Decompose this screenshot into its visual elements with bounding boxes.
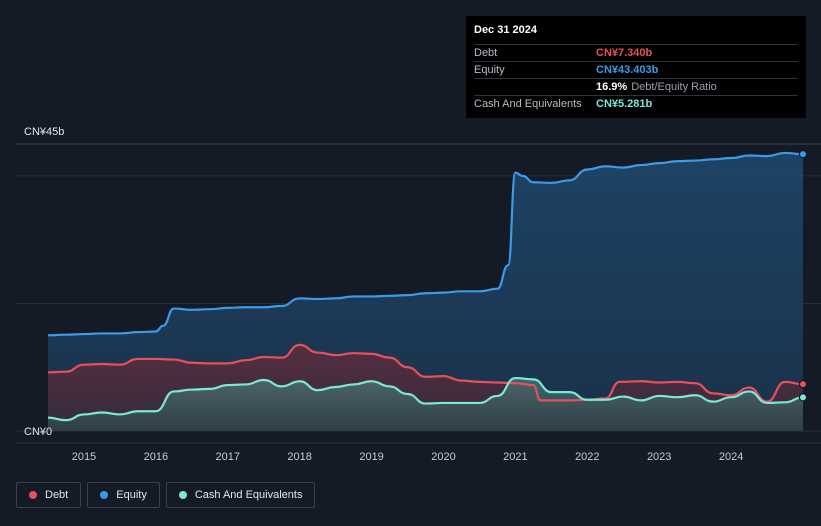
tooltip-date: Dec 31 2024 — [474, 24, 537, 36]
tooltip-value-ratio: 16.9% — [596, 81, 628, 93]
x-tick-label: 2015 — [72, 451, 96, 463]
tooltip-row-ratio: 16.9% Debt/Equity Ratio — [474, 78, 798, 95]
x-tick-label: 2018 — [287, 451, 311, 463]
legend-dot-equity-icon — [100, 491, 109, 499]
tooltip-value-debt: CN¥7.340b — [596, 47, 653, 59]
tooltip-label: Equity — [474, 64, 505, 76]
x-tick-label: 2020 — [431, 451, 455, 463]
line-equity — [47, 151, 804, 337]
series-endpoints — [798, 149, 808, 402]
legend-item-equity[interactable]: Equity — [87, 482, 160, 508]
endpoint-debt — [798, 379, 808, 389]
endpoint-equity — [798, 149, 808, 159]
tooltip-label — [474, 79, 596, 95]
x-tick-label: 2019 — [359, 451, 383, 463]
y-tick-label: CN¥45b — [24, 126, 64, 138]
legend-label: Equity — [116, 489, 147, 501]
tooltip-value-cash: CN¥5.281b — [596, 98, 653, 110]
line-cash-and-equivalents — [47, 376, 804, 422]
y-axis-labels: CN¥45b CN¥0 — [24, 126, 64, 438]
x-tick-label: 2022 — [575, 451, 599, 463]
x-tick-label: 2023 — [647, 451, 671, 463]
legend-dot-cash-icon — [178, 491, 187, 499]
x-axis-labels: 2015 2016 2017 2018 2019 2020 2021 2022 2023 2024 — [72, 451, 744, 463]
endpoint-cash-and-equivalents — [798, 393, 808, 402]
line-debt — [47, 343, 804, 403]
legend-item-debt[interactable]: Debt — [16, 482, 82, 508]
tooltip-label: Debt — [474, 47, 498, 59]
x-tick-label: 2021 — [503, 451, 527, 463]
legend-dot-debt-icon — [29, 491, 37, 499]
tooltip-label: Cash And Equivalents — [474, 98, 582, 110]
legend-label: Debt — [45, 489, 69, 501]
y-tick-label: CN¥0 — [24, 426, 52, 438]
legend-label: Cash And Equivalents — [194, 489, 303, 501]
tooltip-row-equity: Equity CN¥43.403b — [474, 61, 798, 78]
series-lines — [47, 151, 804, 422]
x-tick-label: 2017 — [216, 451, 240, 463]
legend-item-cash[interactable]: Cash And Equivalents — [165, 482, 316, 508]
tooltip-value-equity: CN¥43.403b — [596, 64, 659, 76]
x-tick-label: 2024 — [719, 451, 743, 463]
x-tick-label: 2016 — [144, 451, 168, 463]
tooltip-ratio-label: Debt/Equity Ratio — [631, 81, 717, 93]
data-tooltip: Dec 31 2024 Debt CN¥7.340b Equity CN¥43.… — [466, 16, 806, 118]
tooltip-row-debt: Debt CN¥7.340b — [474, 44, 798, 61]
tooltip-row-cash: Cash And Equivalents CN¥5.281b — [474, 95, 798, 112]
chart-legend: Debt Equity Cash And Equivalents — [16, 482, 316, 508]
